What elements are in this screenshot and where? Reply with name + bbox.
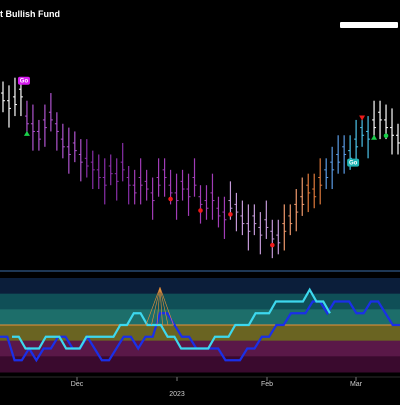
indicator-band [0,278,400,295]
green-dot-marker [383,133,389,139]
up-triangle-marker [23,130,30,136]
cone-line [159,287,174,326]
signal-badge [347,158,360,167]
signal-badge [17,76,30,85]
search-bar[interactable] [340,22,398,28]
indicator-band [0,309,400,326]
cone-line [159,287,163,326]
red-dot-marker [270,242,275,248]
red-dot-marker [168,196,173,202]
indicator-band [0,356,400,373]
chart-title: t Bullish Fund [0,9,60,19]
signal-label: Go [20,79,29,85]
x-tick-label: 2023 [169,391,185,398]
indicator-band [0,293,400,310]
cone-line [145,287,161,326]
cone-line [151,287,161,326]
down-triangle-marker [359,115,366,121]
red-dot-marker [228,212,233,217]
cone-line [159,287,169,326]
x-tick-label: Dec [71,381,84,388]
signal-label: Go [349,161,358,167]
red-dot-marker [198,208,203,213]
x-tick-label: Feb [261,381,273,388]
cone-line [156,287,161,326]
up-triangle-marker [371,134,378,140]
x-tick-label: Mar [350,381,363,388]
indicator-series-line [12,287,331,350]
